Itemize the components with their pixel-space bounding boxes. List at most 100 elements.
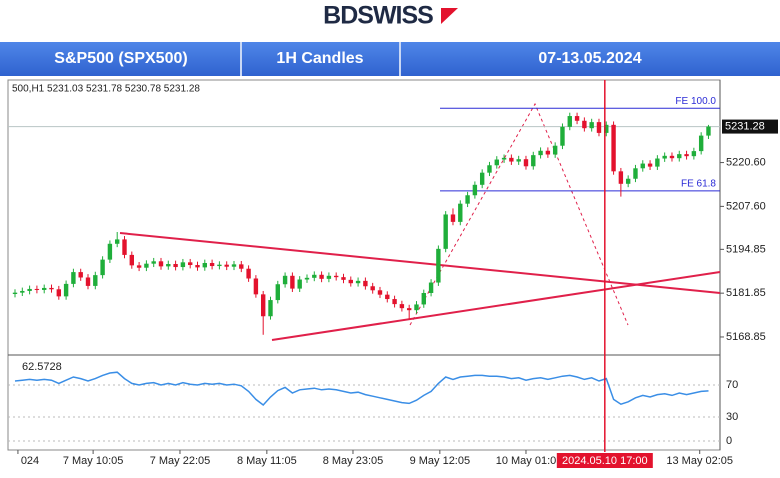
date-range: 07-13.05.2024 bbox=[538, 50, 641, 67]
marker-label-box bbox=[556, 453, 653, 468]
candle-body bbox=[414, 304, 419, 311]
candle-body bbox=[217, 264, 222, 267]
logo-mark bbox=[441, 8, 458, 24]
candle-body bbox=[56, 289, 62, 297]
candle-body bbox=[158, 261, 164, 267]
candle-body bbox=[472, 184, 478, 196]
candle-body bbox=[399, 304, 405, 309]
candle-body bbox=[253, 278, 259, 295]
candle-body bbox=[180, 262, 186, 268]
fib-label: FE 61.8 bbox=[681, 179, 716, 190]
header-bar bbox=[0, 42, 780, 76]
candle-body bbox=[209, 262, 215, 267]
candle-body bbox=[677, 154, 682, 159]
candle-body bbox=[304, 277, 310, 280]
candle-body bbox=[604, 124, 609, 133]
candle-body bbox=[12, 292, 18, 295]
candle-body bbox=[333, 275, 339, 278]
candle-body bbox=[655, 158, 660, 167]
candle-body bbox=[669, 155, 675, 159]
candle-body bbox=[487, 165, 492, 173]
y-tick-label: 5168.85 bbox=[726, 331, 766, 343]
candle-body bbox=[326, 275, 332, 279]
candle-body bbox=[100, 259, 105, 276]
candle-body bbox=[275, 284, 280, 301]
candle-body bbox=[618, 171, 624, 184]
candle-body bbox=[34, 288, 40, 290]
candle-body bbox=[136, 265, 142, 268]
chart-subtitle: 1H Candles bbox=[276, 50, 363, 67]
indicator-tick-label: 0 bbox=[726, 435, 732, 447]
candle-body bbox=[560, 126, 565, 146]
indicator-tick-label: 70 bbox=[726, 379, 738, 391]
candle-body bbox=[567, 116, 572, 127]
candle-body bbox=[129, 254, 135, 266]
candle-body bbox=[49, 287, 54, 290]
candle-body bbox=[531, 155, 536, 167]
candle-body bbox=[436, 248, 441, 283]
candle-body bbox=[63, 283, 69, 297]
projection-line bbox=[409, 102, 629, 326]
candle-body bbox=[494, 159, 499, 166]
candle-body bbox=[458, 203, 463, 222]
fib-label: FE 100.0 bbox=[675, 96, 716, 107]
candle-body bbox=[355, 280, 361, 284]
indicator-line bbox=[14, 371, 709, 407]
candle-body bbox=[574, 116, 580, 121]
candle-body bbox=[195, 265, 200, 268]
candle-body bbox=[509, 157, 514, 162]
candle-body bbox=[260, 294, 266, 317]
candle-body bbox=[428, 282, 434, 293]
x-tick-label: 024 bbox=[21, 455, 39, 467]
candle-body bbox=[385, 294, 390, 300]
y-tick-label: 5220.60 bbox=[726, 156, 766, 168]
candle-body bbox=[552, 145, 558, 155]
candle-body bbox=[479, 172, 485, 185]
candle-body bbox=[596, 122, 602, 133]
candle-body bbox=[144, 263, 149, 268]
candle-body bbox=[363, 280, 368, 287]
candle-body bbox=[421, 292, 426, 305]
candle-body bbox=[166, 264, 171, 267]
candle-body bbox=[20, 290, 25, 293]
indicator-tick-label: 30 bbox=[726, 411, 738, 423]
candle-body bbox=[297, 279, 302, 289]
candle-body bbox=[370, 286, 375, 291]
candle-body bbox=[268, 300, 273, 317]
ohlc-info: 500,H1 5231.03 5231.78 5230.78 5231.28 bbox=[12, 84, 200, 95]
candle-body bbox=[465, 195, 470, 204]
last-price-box bbox=[722, 119, 778, 134]
candle-body bbox=[523, 159, 529, 167]
candle-body bbox=[647, 163, 653, 167]
candle-body bbox=[78, 272, 83, 278]
candle-body bbox=[290, 275, 295, 289]
indicator-value: 62.5728 bbox=[22, 361, 62, 373]
candle-body bbox=[443, 214, 448, 249]
last-price-label: 5231.28 bbox=[725, 120, 765, 132]
candle-body bbox=[85, 277, 91, 286]
candle-body bbox=[202, 262, 207, 268]
candle-body bbox=[662, 155, 667, 159]
marker-label: 2024.05.10 17:00 bbox=[562, 455, 648, 467]
x-tick-label: 9 May 12:05 bbox=[410, 455, 471, 467]
x-tick-label: 8 May 23:05 bbox=[323, 455, 384, 467]
candle-body bbox=[312, 274, 317, 278]
candle-body bbox=[377, 290, 383, 295]
candle-body bbox=[71, 272, 76, 284]
x-tick-label: 10 May 01:0 bbox=[496, 455, 557, 467]
candle-body bbox=[42, 287, 47, 290]
candle-body bbox=[538, 150, 543, 156]
brand-logo: BDSWISS bbox=[323, 2, 433, 30]
trend-line bbox=[119, 232, 721, 294]
candle-body bbox=[450, 214, 456, 222]
candle-body bbox=[516, 159, 521, 162]
candle-body bbox=[151, 261, 156, 264]
candle-body bbox=[246, 268, 251, 279]
candle-body bbox=[231, 264, 237, 267]
candle-body bbox=[406, 308, 412, 311]
x-tick-label: 13 May 02:05 bbox=[666, 455, 733, 467]
candle-body bbox=[691, 151, 697, 157]
candle-body bbox=[545, 150, 551, 155]
candle-body bbox=[625, 178, 631, 184]
